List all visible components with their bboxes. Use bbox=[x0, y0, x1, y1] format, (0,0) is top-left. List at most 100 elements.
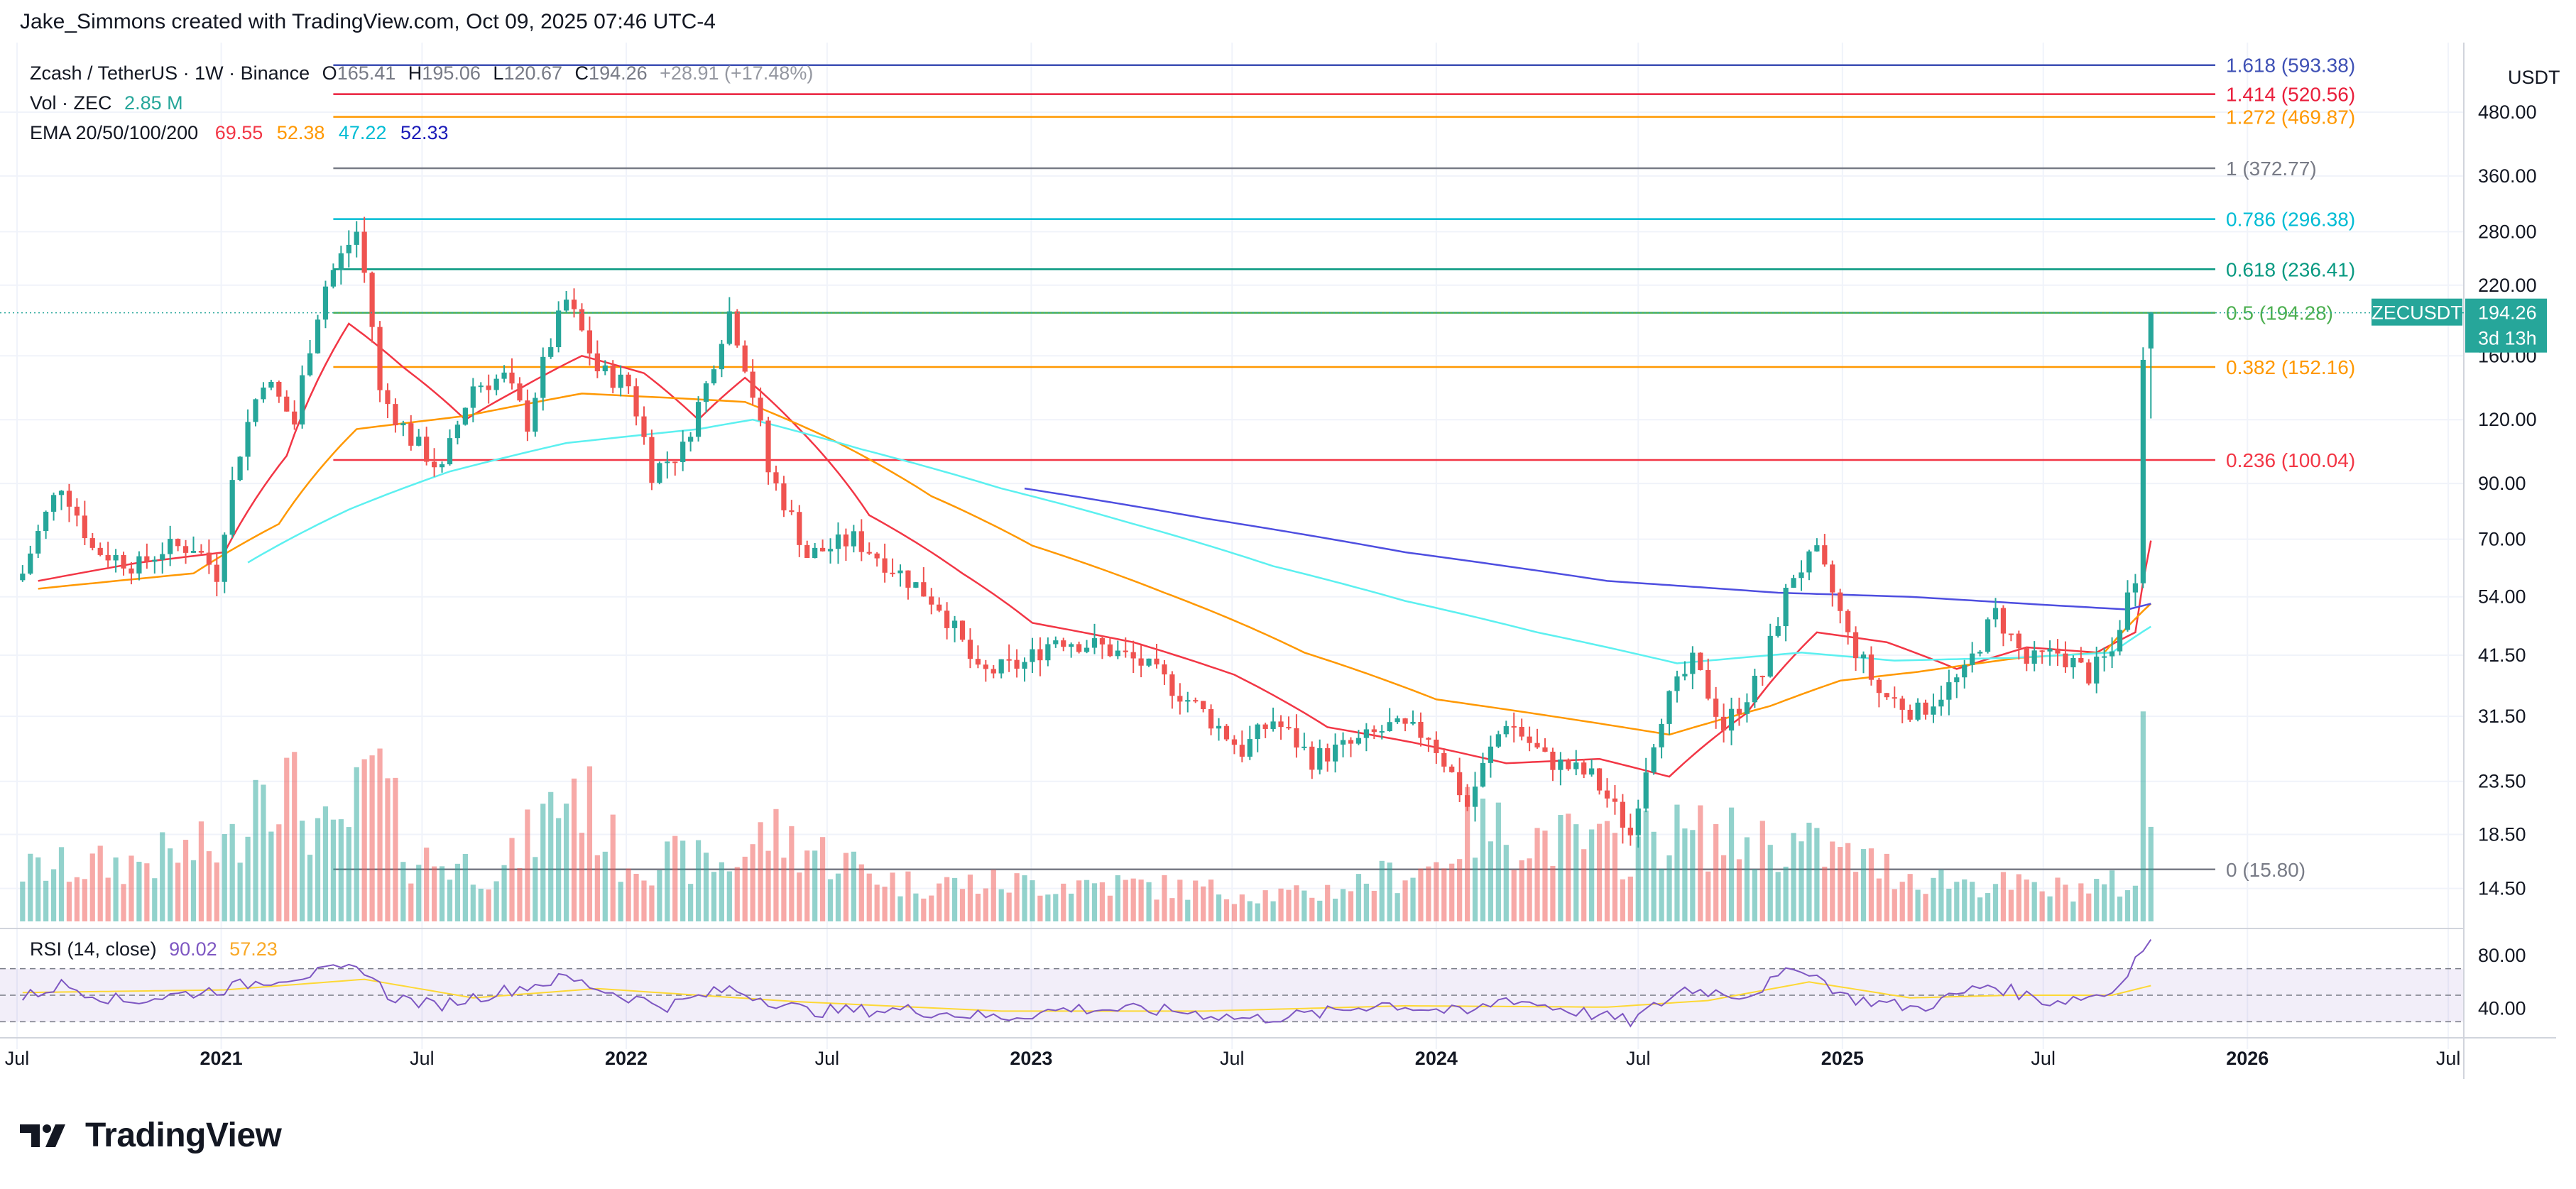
candle-body bbox=[276, 382, 282, 397]
volume-bar bbox=[1480, 799, 1486, 921]
currency-label: USDT bbox=[2508, 67, 2560, 88]
candle-body bbox=[1278, 721, 1284, 728]
fib-level-label: 0.236 (100.04) bbox=[2226, 449, 2355, 471]
volume-bar bbox=[1457, 859, 1463, 921]
candle-body bbox=[1084, 647, 1090, 652]
candle-body bbox=[1596, 768, 1603, 791]
volume-bar bbox=[998, 889, 1004, 921]
volume-bar bbox=[959, 889, 966, 921]
volume-bar bbox=[66, 882, 72, 921]
symbol-badge-label: ZECUSDT bbox=[2372, 302, 2462, 324]
candle-body bbox=[1830, 564, 1835, 593]
volume-bar bbox=[1767, 845, 1773, 921]
candle-body bbox=[1589, 768, 1595, 775]
volume-bar bbox=[1596, 823, 1603, 921]
volume-bar bbox=[58, 847, 65, 921]
volume-bar bbox=[1962, 879, 1968, 921]
candle-body bbox=[672, 461, 678, 464]
candle-body bbox=[610, 365, 616, 388]
volume-bar bbox=[1107, 895, 1113, 921]
candle-body bbox=[501, 372, 507, 379]
volume-bar bbox=[610, 814, 616, 921]
candle-body bbox=[1527, 736, 1532, 743]
volume-bar bbox=[2039, 891, 2045, 921]
candle-body bbox=[1962, 664, 1968, 678]
time-tick-label: 2022 bbox=[605, 1048, 648, 1069]
candle-body bbox=[1566, 759, 1571, 769]
volume-bar bbox=[1744, 837, 1750, 921]
volume-bar bbox=[1091, 883, 1098, 921]
volume-bar bbox=[1534, 828, 1540, 921]
candle-body bbox=[1169, 674, 1175, 696]
candle-body bbox=[789, 510, 795, 513]
volume-bar bbox=[2109, 870, 2115, 921]
price-tick-label: 70.00 bbox=[2478, 529, 2526, 550]
change-value: +28.91 (+17.48%) bbox=[660, 62, 814, 84]
volume-bar bbox=[1355, 874, 1362, 921]
volume-bar bbox=[858, 864, 864, 921]
volume-bar bbox=[89, 853, 95, 921]
volume-bar bbox=[2124, 890, 2131, 921]
candle-body bbox=[517, 383, 523, 401]
volume-bar bbox=[1084, 880, 1090, 921]
volume-bar bbox=[1690, 830, 1696, 921]
candle-body bbox=[486, 385, 491, 390]
volume-bar bbox=[1340, 889, 1346, 921]
candle-body bbox=[688, 437, 694, 442]
candle-body bbox=[2024, 648, 2029, 664]
volume-bar bbox=[1915, 889, 1921, 921]
volume-bar bbox=[82, 879, 87, 921]
volume-bar bbox=[144, 863, 150, 921]
symbol-name: Zcash / TetherUS · 1W · Binance bbox=[30, 62, 310, 84]
candle-body bbox=[82, 515, 87, 539]
volume-bar bbox=[1441, 868, 1447, 921]
fibonacci-levels[interactable]: 1.618 (593.38) 1.414 (520.56)1.272 (469.8… bbox=[333, 55, 2355, 881]
rsi-pane[interactable] bbox=[0, 939, 2464, 1028]
volume-bar bbox=[1270, 901, 1276, 921]
candle-body bbox=[2094, 656, 2100, 684]
candle-body bbox=[734, 311, 740, 346]
candle-body bbox=[1946, 682, 1952, 700]
candle-body bbox=[136, 556, 142, 574]
candle-body bbox=[1146, 658, 1152, 666]
time-tick-label: 2025 bbox=[1821, 1048, 1864, 1069]
volume-bar bbox=[493, 881, 499, 921]
price-tick-label: 360.00 bbox=[2478, 165, 2537, 187]
candle-body bbox=[1177, 696, 1183, 702]
candlesticks[interactable] bbox=[20, 217, 2154, 848]
candle-body bbox=[990, 669, 996, 674]
candle-body bbox=[1550, 751, 1556, 770]
volume-bar bbox=[556, 818, 562, 921]
volume-bar bbox=[1627, 876, 1633, 921]
candle-body bbox=[1938, 699, 1944, 707]
candle-body bbox=[361, 231, 367, 273]
volume-bar bbox=[1488, 841, 1494, 921]
candle-body bbox=[1752, 676, 1757, 703]
candle-body bbox=[152, 559, 158, 562]
volume-label: Vol · ZEC bbox=[30, 92, 112, 114]
volume-bar bbox=[1938, 870, 1944, 921]
candle-body bbox=[509, 372, 515, 384]
candle-body bbox=[626, 374, 631, 387]
ema-legend: EMA 20/50/100/200 69.55 52.38 47.22 52.3… bbox=[30, 122, 449, 144]
candle-body bbox=[2102, 656, 2107, 658]
price-tick-label: 220.00 bbox=[2478, 275, 2537, 296]
volume-bar bbox=[874, 884, 880, 921]
candle-body bbox=[1185, 700, 1191, 702]
candle-body bbox=[1868, 654, 1874, 680]
volume-bar bbox=[1542, 831, 1548, 921]
volume-bar bbox=[1666, 855, 1672, 921]
candle-body bbox=[1387, 722, 1392, 732]
volume-bar bbox=[1014, 873, 1020, 921]
volume-bar bbox=[300, 821, 305, 921]
candle-body bbox=[843, 534, 849, 547]
candle-body bbox=[851, 531, 856, 547]
volume-bar bbox=[944, 877, 950, 921]
volume-bar bbox=[1759, 821, 1765, 921]
candle-body bbox=[765, 420, 771, 473]
volume-bar bbox=[1868, 848, 1874, 921]
ema-lines bbox=[38, 322, 2152, 778]
candle-body bbox=[1892, 697, 1897, 699]
volume-bar bbox=[129, 855, 134, 921]
